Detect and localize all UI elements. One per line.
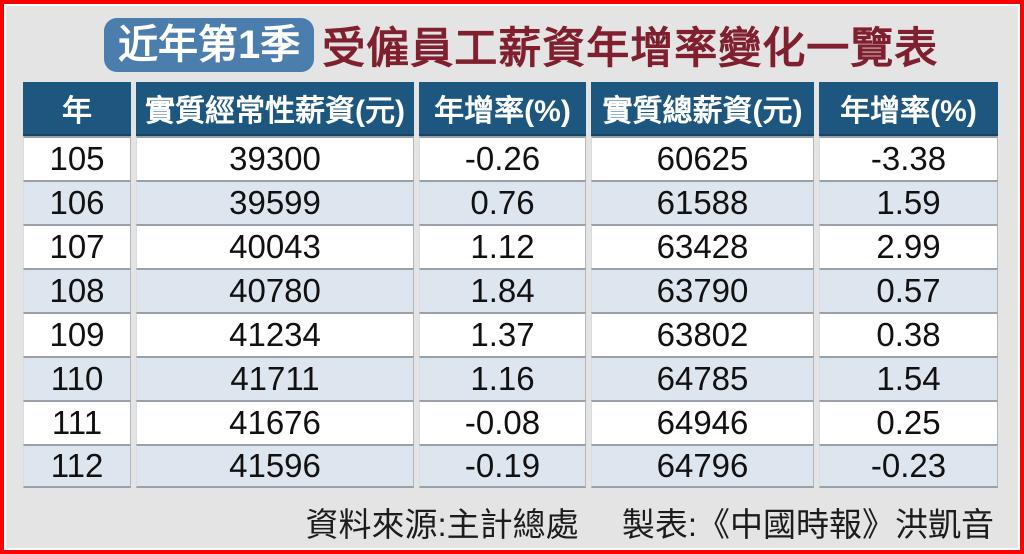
value-cell: 0.38: [819, 312, 998, 356]
table-row: 112 41596 -0.19 64796 -0.23: [23, 444, 998, 488]
value-cell: -0.19: [419, 444, 586, 488]
value-cell: 1.54: [819, 356, 998, 400]
value-cell: 40043: [136, 224, 414, 268]
value-cell: -0.08: [419, 400, 586, 444]
value-cell: 41596: [136, 444, 414, 488]
year-cell: 106: [23, 180, 131, 224]
wage-table: 年 實質經常性薪資(元) 年增率(%) 實質總薪資(元) 年增率(%) 105 3…: [18, 82, 1003, 488]
value-cell: -3.38: [819, 136, 998, 180]
value-cell: 64785: [591, 356, 814, 400]
value-cell: 1.37: [419, 312, 586, 356]
value-cell: 41234: [136, 312, 414, 356]
table-row: 105 39300 -0.26 60625 -3.38: [23, 136, 998, 180]
table-row: 107 40043 1.12 63428 2.99: [23, 224, 998, 268]
credit-note: 製表:《中國時報》洪凱音: [621, 506, 994, 543]
col-header-year: 年: [23, 82, 131, 136]
col-header-real-regular-wage: 實質經常性薪資(元): [136, 82, 414, 136]
table-row: 111 41676 -0.08 64946 0.25: [23, 400, 998, 444]
table-row: 110 41711 1.16 64785 1.54: [23, 356, 998, 400]
table-row: 108 40780 1.84 63790 0.57: [23, 268, 998, 312]
year-cell: 111: [23, 400, 131, 444]
value-cell: 1.84: [419, 268, 586, 312]
value-cell: 63802: [591, 312, 814, 356]
title-row: 近年第1季 受僱員工薪資年增率變化一覽表: [104, 16, 1018, 74]
value-cell: 0.25: [819, 400, 998, 444]
col-header-total-yoy-rate: 年增率(%): [819, 82, 998, 136]
year-cell: 107: [23, 224, 131, 268]
year-cell: 110: [23, 356, 131, 400]
value-cell: 39599: [136, 180, 414, 224]
value-cell: 1.59: [819, 180, 998, 224]
year-cell: 108: [23, 268, 131, 312]
value-cell: 63790: [591, 268, 814, 312]
value-cell: 41676: [136, 400, 414, 444]
footer: 資料來源:主計總處 製表:《中國時報》洪凱音: [6, 498, 1018, 546]
page-title: 受僱員工薪資年增率變化一覽表: [322, 25, 939, 73]
source-note: 資料來源:主計總處: [305, 506, 579, 543]
value-cell: 41711: [136, 356, 414, 400]
value-cell: 40780: [136, 268, 414, 312]
value-cell: 63428: [591, 224, 814, 268]
year-cell: 109: [23, 312, 131, 356]
value-cell: 60625: [591, 136, 814, 180]
col-header-real-total-wage: 實質總薪資(元): [591, 82, 814, 136]
value-cell: 0.76: [419, 180, 586, 224]
value-cell: 64946: [591, 400, 814, 444]
infographic-content: 近年第1季 受僱員工薪資年增率變化一覽表 年 實質經常性薪資(元) 年增率(%)…: [4, 4, 1020, 550]
value-cell: 61588: [591, 180, 814, 224]
header-row: 年 實質經常性薪資(元) 年增率(%) 實質總薪資(元) 年增率(%): [23, 82, 998, 136]
value-cell: 1.16: [419, 356, 586, 400]
title-badge: 近年第1季: [104, 18, 315, 72]
value-cell: 1.12: [419, 224, 586, 268]
value-cell: 0.57: [819, 268, 998, 312]
value-cell: 39300: [136, 136, 414, 180]
table-body: 105 39300 -0.26 60625 -3.38 106 39599 0.76 61588…: [23, 136, 998, 488]
year-cell: 105: [23, 136, 131, 180]
table-row: 109 41234 1.37 63802 0.38: [23, 312, 998, 356]
value-cell: 64796: [591, 444, 814, 488]
col-header-regular-yoy-rate: 年增率(%): [419, 82, 586, 136]
value-cell: -0.23: [819, 444, 998, 488]
value-cell: 2.99: [819, 224, 998, 268]
table-row: 106 39599 0.76 61588 1.59: [23, 180, 998, 224]
year-cell: 112: [23, 444, 131, 488]
value-cell: -0.26: [419, 136, 586, 180]
